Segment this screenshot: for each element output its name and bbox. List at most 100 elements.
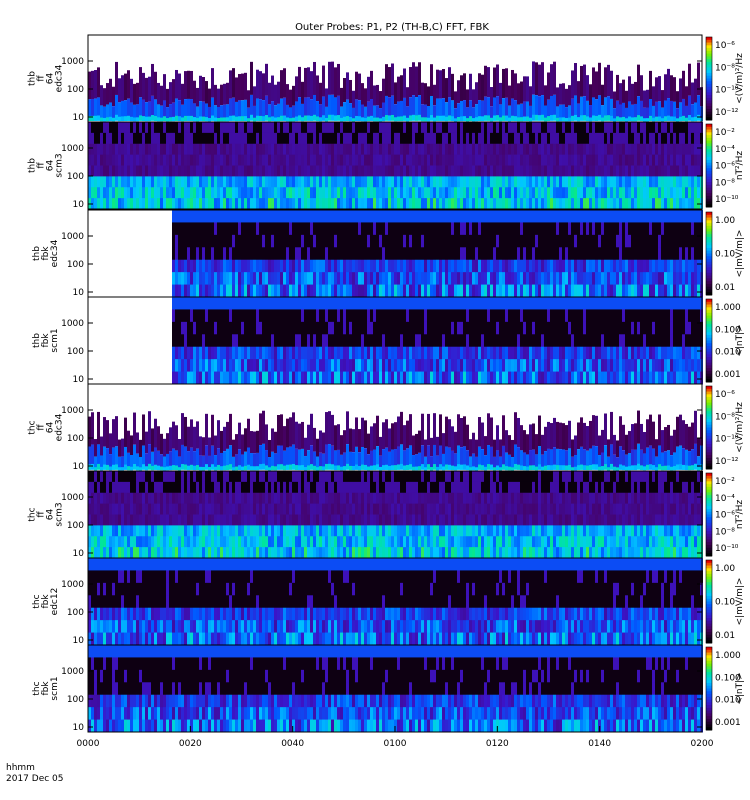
- spectrogram-cell: [592, 247, 595, 260]
- spectrogram-cell: [502, 187, 505, 198]
- spectrogram-cell: [331, 187, 334, 198]
- spectrogram-cell: [541, 309, 544, 322]
- spectrogram-cell: [169, 155, 172, 166]
- spectrogram-cell: [283, 247, 286, 260]
- spectrogram-cell: [196, 297, 199, 310]
- spectrogram-cell: [271, 76, 274, 102]
- spectrogram-cell: [373, 176, 376, 187]
- spectrogram-cell: [592, 285, 595, 298]
- spectrogram-cell: [355, 260, 358, 273]
- spectrogram-cell: [427, 297, 430, 310]
- spectrogram-cell: [286, 309, 289, 322]
- spectrogram-cell: [652, 144, 655, 155]
- spectrogram-cell: [520, 144, 523, 155]
- spectrogram-cell: [433, 322, 436, 335]
- spectrogram-cell: [277, 144, 280, 155]
- spectrogram-cell: [355, 309, 358, 322]
- spectrogram-cell: [406, 235, 409, 248]
- spectrogram-cell: [397, 322, 400, 335]
- spectrogram-cell: [175, 260, 178, 273]
- spectrogram-cell: [280, 116, 283, 121]
- spectrogram-cell: [595, 122, 598, 133]
- spectrogram-cell: [370, 297, 373, 310]
- spectrogram-cell: [535, 166, 538, 177]
- spectrogram-cell: [427, 210, 430, 223]
- spectrogram-cell: [415, 97, 418, 116]
- spectrogram-cell: [667, 210, 670, 223]
- spectrogram-cell: [247, 372, 250, 385]
- spectrogram-cell: [649, 210, 652, 223]
- spectrogram-cell: [532, 210, 535, 223]
- spectrogram-cell: [187, 198, 190, 209]
- spectrogram-cell: [232, 122, 235, 133]
- spectrogram-cell: [670, 122, 673, 133]
- spectrogram-cell: [667, 116, 670, 121]
- spectrogram-cell: [415, 187, 418, 198]
- spectrogram-cell: [337, 235, 340, 248]
- spectrogram-cell: [289, 309, 292, 322]
- spectrogram-cell: [568, 105, 571, 118]
- spectrogram-cell: [259, 198, 262, 209]
- spectrogram-cell: [403, 347, 406, 360]
- spectrogram-cell: [496, 372, 499, 385]
- spectrogram-cell: [274, 210, 277, 223]
- spectrogram-cell: [454, 122, 457, 133]
- spectrogram-cell: [439, 155, 442, 166]
- spectrogram-cell: [550, 247, 553, 260]
- spectrogram-cell: [412, 115, 415, 121]
- spectrogram-cell: [619, 285, 622, 298]
- spectrogram-cell: [118, 467, 121, 470]
- spectrogram-cell: [532, 61, 535, 94]
- spectrogram-cell: [379, 144, 382, 155]
- spectrogram-cell: [400, 176, 403, 187]
- spectrogram-cell: [169, 117, 172, 121]
- spectrogram-cell: [430, 115, 433, 121]
- spectrogram-cell: [259, 176, 262, 187]
- spectrogram-cell: [301, 122, 304, 133]
- spectrogram-cell: [184, 272, 187, 285]
- spectrogram-cell: [247, 118, 250, 121]
- spectrogram-cell: [295, 334, 298, 347]
- spectrogram-cell: [190, 235, 193, 248]
- spectrogram-cell: [253, 297, 256, 310]
- spectrogram-cell: [97, 412, 100, 444]
- spectrogram-cell: [448, 309, 451, 322]
- spectrogram-cell: [211, 155, 214, 166]
- spectrogram-cell: [226, 347, 229, 360]
- spectrogram-cell: [181, 247, 184, 260]
- spectrogram-cell: [373, 155, 376, 166]
- spectrogram-cell: [622, 133, 625, 144]
- spectrogram-cell: [442, 372, 445, 385]
- spectrogram-cell: [496, 285, 499, 298]
- spectrogram-cell: [478, 247, 481, 260]
- spectrogram-cell: [595, 176, 598, 187]
- spectrogram-cell: [583, 272, 586, 285]
- spectrogram-cell: [520, 347, 523, 360]
- spectrogram-cell: [106, 144, 109, 155]
- spectrogram-cell: [178, 272, 181, 285]
- spectrogram-cell: [553, 285, 556, 298]
- spectrogram-cell: [403, 116, 406, 121]
- spectrogram-cell: [388, 187, 391, 198]
- spectrogram-cell: [337, 297, 340, 310]
- spectrogram-cell: [124, 198, 127, 209]
- spectrogram-cell: [685, 133, 688, 144]
- spectrogram-cell: [661, 133, 664, 144]
- spectrogram-cell: [181, 122, 184, 133]
- spectrogram-cell: [364, 166, 367, 177]
- spectrogram-cell: [688, 144, 691, 155]
- spectrogram-cell: [472, 272, 475, 285]
- spectrogram-cell: [598, 210, 601, 223]
- spectrogram-cell: [178, 166, 181, 177]
- spectrogram-cell: [193, 309, 196, 322]
- spectrogram-cell: [301, 104, 304, 118]
- spectrogram-cell: [559, 105, 562, 118]
- spectrogram-cell: [460, 272, 463, 285]
- spectrogram-cell: [478, 372, 481, 385]
- spectrogram-cell: [553, 210, 556, 223]
- spectrogram-cell: [217, 222, 220, 235]
- spectrogram-cell: [226, 122, 229, 133]
- spectrogram-cell: [205, 176, 208, 187]
- spectrogram-cell: [121, 122, 124, 133]
- spectrogram-cell: [226, 104, 229, 118]
